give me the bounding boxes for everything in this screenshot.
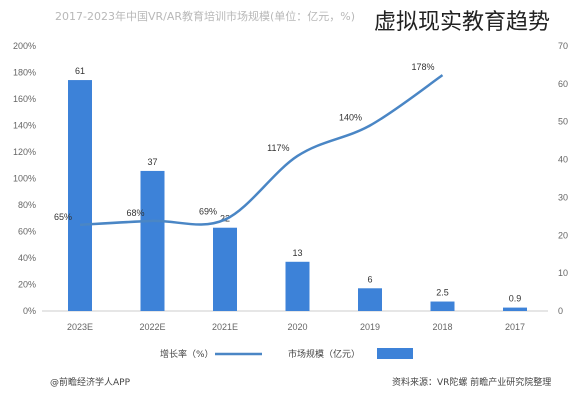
bar-value-label: 0.9	[509, 294, 522, 304]
left-tick-label: 80%	[18, 200, 36, 210]
line-value-label: 69%	[199, 207, 217, 217]
growth-line	[79, 74, 444, 227]
bar-series	[68, 80, 527, 311]
left-tick-label: 140%	[13, 121, 36, 131]
legend: 增长率（%） 市场规模（亿元）	[160, 348, 413, 360]
left-axis: 0% 20% 40% 60% 80% 100% 120% 140% 160% 180% 200%	[13, 41, 36, 316]
right-tick-label: 0	[558, 306, 563, 316]
line-value-label: 68%	[126, 208, 144, 218]
right-tick-label: 20	[558, 230, 568, 240]
line-value-label: 178%	[411, 62, 434, 72]
bar-value-label: 61	[75, 66, 85, 76]
bar	[285, 261, 310, 311]
credit-text: @前瞻经济学人APP	[50, 376, 131, 388]
left-tick-label: 60%	[18, 227, 36, 237]
x-tick-label: 2018	[432, 322, 452, 332]
left-tick-label: 100%	[13, 174, 36, 184]
left-tick-label: 160%	[13, 94, 36, 104]
source-text: 资料来源：VR陀螺 前瞻产业研究院整理	[392, 376, 551, 388]
overlay-title: 虚拟现实教育趋势	[374, 10, 551, 35]
right-tick-label: 50	[558, 117, 568, 127]
bar	[503, 307, 527, 311]
right-tick-label: 60	[558, 79, 568, 89]
x-axis-labels: 2023E 2022E 2021E 2020 2019 2018 2017	[67, 322, 525, 332]
bar-value-label: 13	[292, 248, 302, 258]
line-value-label: 117%	[267, 143, 289, 153]
left-tick-label: 120%	[13, 147, 36, 157]
x-tick-label: 2017	[505, 322, 525, 332]
legend-size-label: 市场规模（亿元）	[288, 348, 360, 360]
right-tick-label: 10	[558, 268, 568, 278]
bar	[358, 288, 382, 311]
right-axis: 0 10 20 30 40 50 60 70	[558, 41, 568, 316]
legend-bar-swatch	[377, 348, 413, 359]
right-tick-label: 30	[558, 192, 568, 202]
x-tick-label: 2021E	[212, 322, 238, 332]
x-tick-label: 2019	[360, 322, 380, 332]
bar-value-label: 6	[367, 274, 372, 284]
bar	[68, 80, 92, 311]
chart-title: 2017-2023年中国VR/AR教育培训市场规模(单位：亿元，%)	[55, 9, 355, 23]
x-tick-label: 2020	[287, 322, 307, 332]
x-tick-label: 2023E	[67, 322, 93, 332]
left-tick-label: 200%	[13, 41, 36, 51]
bar-value-label: 37	[147, 157, 157, 167]
right-tick-label: 40	[558, 155, 568, 165]
bar	[213, 227, 237, 311]
line-value-labels: 65% 68% 69% 117% 140% 178%	[54, 62, 435, 222]
bar	[430, 301, 455, 311]
x-tick-label: 2022E	[139, 322, 165, 332]
bar	[140, 170, 165, 311]
left-tick-label: 20%	[18, 280, 36, 290]
left-tick-label: 180%	[13, 68, 36, 78]
bar-value-label: 2.5	[436, 288, 449, 298]
line-value-label: 140%	[339, 113, 362, 123]
legend-growth-label: 增长率（%）	[160, 348, 214, 360]
left-tick-label: 0%	[23, 306, 36, 316]
line-value-label: 65%	[54, 212, 72, 222]
left-tick-label: 40%	[18, 253, 36, 263]
right-tick-label: 70	[558, 41, 568, 51]
